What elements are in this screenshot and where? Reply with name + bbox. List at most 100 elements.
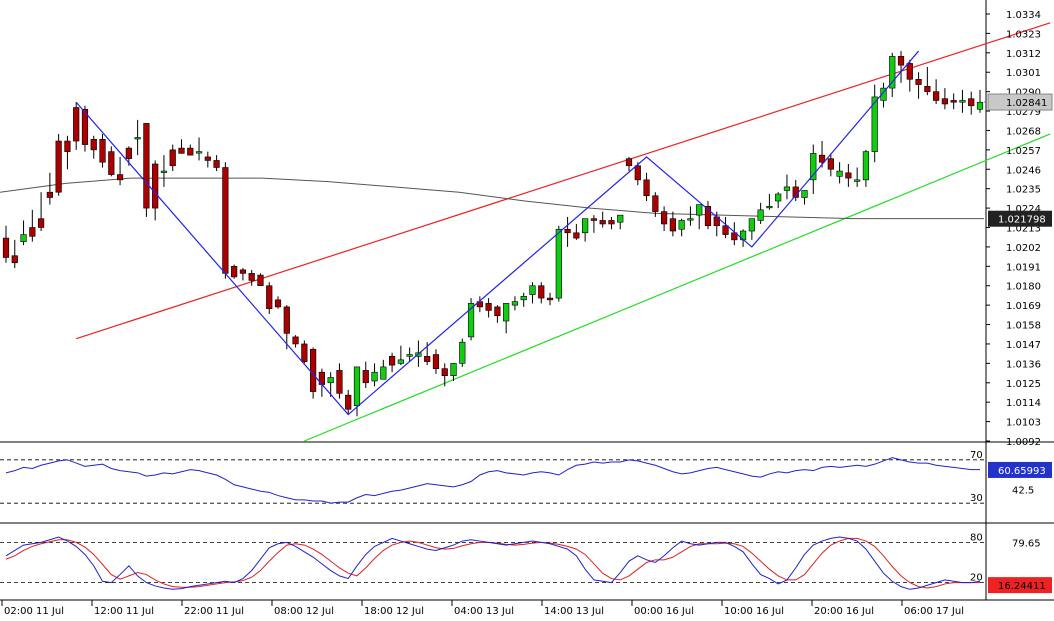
bearish-candle: [81, 108, 89, 145]
stochastic-current-value-label: 16.24411: [998, 581, 1046, 592]
bullish-candle: [783, 186, 791, 191]
bullish-candle: [555, 228, 562, 299]
bullish-candle: [450, 363, 457, 377]
bullish-candle: [748, 218, 755, 232]
bearish-candle: [345, 394, 352, 410]
time-tick-label: 06:00 17 Jul: [904, 606, 964, 617]
rsi-line: [5, 457, 980, 504]
bullish-candle: [20, 234, 27, 242]
bearish-candle: [55, 140, 62, 193]
bullish-candle: [617, 214, 624, 223]
bullish-candle: [959, 100, 966, 103]
price-tick-label: 1.0125: [1006, 379, 1041, 390]
moving-average-value-label: 1.021798: [998, 215, 1046, 226]
rsi-panel: 70 30: [0, 450, 986, 504]
bearish-candle: [485, 303, 492, 311]
price-tick-label: 1.0323: [1006, 29, 1041, 40]
bearish-candle: [494, 306, 501, 317]
bullish-candle: [976, 101, 984, 110]
bearish-candle: [187, 147, 194, 156]
bearish-candle: [564, 228, 571, 234]
bearish-candle: [818, 154, 826, 163]
bullish-candle: [160, 170, 168, 173]
price-tick-label: 1.0103: [1006, 418, 1041, 429]
bearish-candle: [573, 232, 580, 239]
stochastic-current-value-box: [988, 577, 1052, 594]
rsi-level-label: 70: [970, 450, 983, 461]
bearish-candle: [950, 100, 957, 103]
bearish-candle: [608, 220, 615, 225]
bullish-candle: [134, 137, 141, 140]
bearish-candle: [538, 285, 545, 299]
stochastic-level-label: 20: [970, 573, 983, 584]
price-tick-label: 1.0279: [1006, 107, 1041, 118]
price-tick-label: 1.0312: [1006, 49, 1041, 60]
moving-average-value-box: [988, 210, 1052, 227]
bearish-candle: [906, 63, 913, 80]
rsi-current-value-box: [988, 461, 1052, 478]
rsi-level-label: 30: [970, 493, 983, 504]
time-tick-label: 02:00 11 Jul: [4, 606, 64, 617]
bearish-candle: [441, 368, 448, 377]
price-tick-label: 1.0334: [1006, 10, 1041, 21]
bearish-candle: [213, 160, 220, 168]
time-tick-label: 14:00 13 Jul: [544, 606, 604, 617]
price-tick-label: 1.0257: [1006, 146, 1041, 157]
time-tick-label: 22:00 11 Jul: [184, 606, 244, 617]
price-tick-label: 1.0191: [1006, 262, 1041, 273]
bearish-candle: [388, 356, 396, 366]
bearish-candle: [827, 158, 834, 170]
price-tick-label: 1.0147: [1006, 340, 1041, 351]
bearish-candle: [99, 138, 106, 163]
bearish-candle: [11, 255, 18, 264]
time-tick-label: 20:00 16 Jul: [814, 606, 874, 617]
time-tick-label: 04:00 13 Jul: [454, 606, 514, 617]
bullish-candle: [397, 359, 404, 364]
bullish-candle: [880, 87, 887, 101]
bearish-candle: [239, 269, 247, 274]
bearish-candle: [283, 306, 290, 334]
bearish-candle: [292, 336, 299, 345]
bullish-candle: [467, 303, 475, 338]
bearish-candle: [257, 274, 264, 287]
bullish-candle: [520, 296, 527, 301]
price-tick-label: 1.0224: [1006, 204, 1041, 215]
time-tick-label: 18:00 12 Jul: [364, 606, 424, 617]
bearish-candle: [634, 165, 641, 181]
bearish-candle: [661, 211, 668, 225]
bearish-candle: [178, 147, 185, 154]
bearish-candle: [704, 206, 712, 227]
time-tick-label: 10:00 16 Jul: [724, 606, 784, 617]
bearish-candle: [722, 225, 729, 235]
bullish-candle: [678, 220, 685, 230]
upper-channel-line: [76, 22, 1051, 340]
bearish-candle: [116, 174, 124, 181]
bullish-candle: [871, 96, 878, 152]
price-tick-label: 1.0268: [1006, 126, 1041, 137]
bullish-candle: [696, 204, 703, 216]
bearish-candle: [915, 78, 922, 85]
bullish-candle: [529, 285, 536, 295]
bullish-candle: [511, 301, 519, 306]
bearish-candle: [222, 167, 229, 274]
time-tick-label: 12:00 11 Jul: [94, 606, 154, 617]
bearish-candle: [90, 138, 97, 151]
bearish-candle: [152, 163, 159, 209]
price-tick-label: 1.0290: [1006, 88, 1041, 99]
bullish-candle: [775, 193, 782, 202]
bearish-candle: [336, 370, 343, 394]
bearish-candle: [2, 237, 10, 258]
bullish-candle: [353, 366, 361, 407]
bullish-candle: [810, 153, 817, 181]
bearish-candle: [301, 343, 308, 362]
zigzag-line: [75, 50, 920, 416]
price-tick-label: 1.0180: [1006, 282, 1041, 293]
bearish-candle: [643, 179, 650, 197]
bullish-candle: [327, 377, 334, 384]
bearish-candle: [625, 158, 633, 167]
bearish-candle: [169, 149, 176, 167]
bearish-candle: [669, 218, 676, 232]
bearish-candle: [845, 172, 852, 179]
bearish-candle: [933, 91, 940, 101]
